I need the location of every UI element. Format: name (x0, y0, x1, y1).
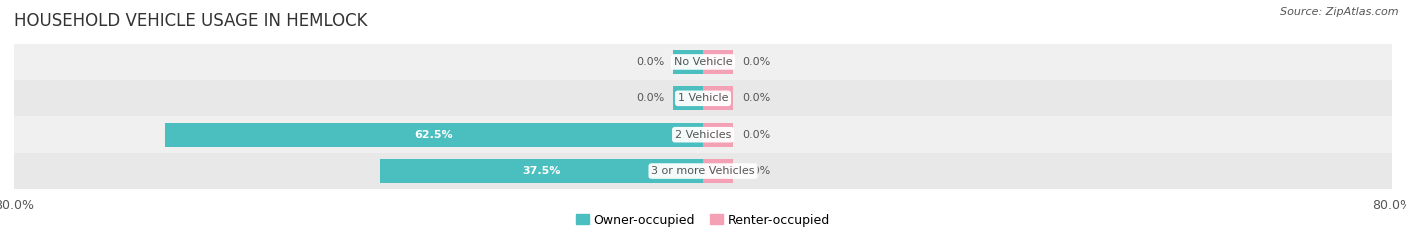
Text: 3 or more Vehicles: 3 or more Vehicles (651, 166, 755, 176)
Bar (14, 80, 1392, 116)
Text: 0.0%: 0.0% (636, 57, 664, 67)
Text: 37.5%: 37.5% (523, 166, 561, 176)
Bar (673, 86, 703, 110)
Text: 0.0%: 0.0% (742, 166, 770, 176)
Bar (703, 159, 733, 183)
Bar (14, 44, 1392, 80)
Bar (673, 50, 703, 74)
Text: 0.0%: 0.0% (742, 57, 770, 67)
Text: HOUSEHOLD VEHICLE USAGE IN HEMLOCK: HOUSEHOLD VEHICLE USAGE IN HEMLOCK (14, 12, 367, 30)
Bar (165, 123, 703, 147)
Text: 2 Vehicles: 2 Vehicles (675, 130, 731, 140)
Bar (380, 159, 703, 183)
Text: 0.0%: 0.0% (742, 130, 770, 140)
Bar (703, 123, 733, 147)
Bar (14, 116, 1392, 153)
Text: No Vehicle: No Vehicle (673, 57, 733, 67)
Bar (703, 50, 733, 74)
Bar (703, 86, 733, 110)
Text: 0.0%: 0.0% (636, 93, 664, 103)
Text: 0.0%: 0.0% (742, 93, 770, 103)
Text: 1 Vehicle: 1 Vehicle (678, 93, 728, 103)
Bar (14, 153, 1392, 189)
Legend: Owner-occupied, Renter-occupied: Owner-occupied, Renter-occupied (576, 214, 830, 226)
Text: 62.5%: 62.5% (415, 130, 453, 140)
Text: Source: ZipAtlas.com: Source: ZipAtlas.com (1281, 7, 1399, 17)
